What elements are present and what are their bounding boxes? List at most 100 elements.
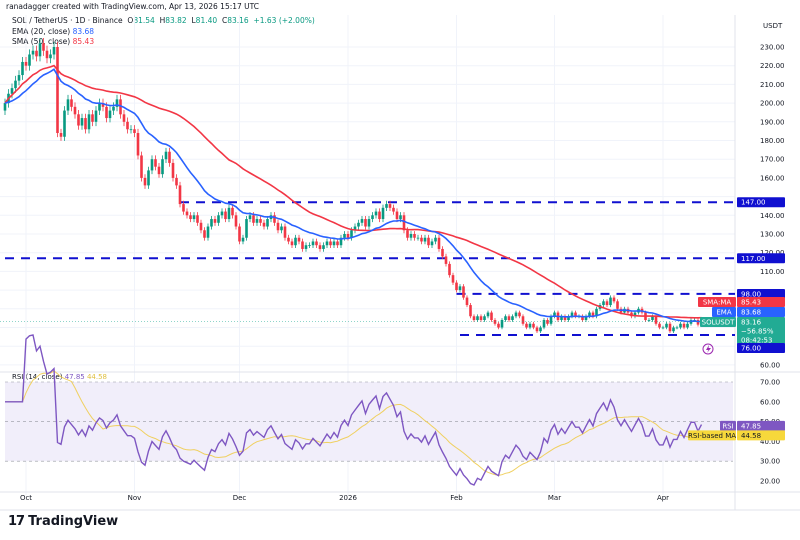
rsi-value-tag-text: 47.85 (741, 422, 761, 430)
candle-body (528, 323, 532, 328)
candle-body (539, 327, 542, 332)
candle-body (353, 226, 357, 231)
candle-body (266, 219, 269, 227)
candle-body (675, 327, 679, 329)
rsi-ma-value: 44.58 (86, 373, 108, 381)
candle-body (105, 106, 108, 119)
rsi-tick-label: 20.00 (760, 478, 780, 486)
y-tick-label: 130.00 (760, 231, 785, 239)
currency-label: USDT (763, 22, 783, 30)
candle-body (136, 133, 140, 156)
candle-body (168, 151, 171, 163)
candle-body (262, 222, 266, 227)
candle-body (339, 237, 343, 246)
candle-body (525, 323, 528, 328)
candle-body (63, 110, 66, 137)
high-label: H (159, 16, 166, 25)
candle-body (276, 222, 280, 231)
sma-name-tag-text: SMA:MA (703, 299, 732, 307)
candle-body (119, 99, 122, 115)
candle-body (402, 215, 406, 231)
candle-body (332, 241, 336, 246)
candle-body (570, 312, 574, 317)
candle-body (115, 99, 119, 107)
candle-body (80, 118, 84, 126)
level-tag-98-text: 98.00 (741, 291, 761, 299)
candle-body (38, 43, 42, 57)
candle-body (66, 99, 70, 111)
candle-body (157, 166, 161, 175)
candle-body (665, 323, 668, 328)
lightning-icon-glyph (706, 345, 711, 353)
candle-body (49, 54, 52, 59)
y-tick-label: 60.00 (760, 361, 780, 369)
candle-body (588, 312, 591, 317)
ema-legend[interactable]: EMA (20, close) 83.68 (12, 27, 94, 36)
candle-body (150, 159, 154, 171)
candle-body (248, 215, 252, 220)
candle-body (126, 121, 129, 130)
tradingview-logo[interactable]: 17 TradingView (8, 514, 118, 529)
candle-body (294, 237, 297, 246)
candle-body (462, 286, 465, 298)
candle-body (3, 103, 7, 111)
candle-body (357, 222, 360, 227)
candle-body (605, 301, 609, 306)
candle-body (493, 320, 497, 324)
candle-body (280, 226, 283, 231)
candle-body (171, 162, 175, 178)
open-label: O (127, 16, 134, 25)
level-tag-147 (737, 197, 785, 208)
candle-body (437, 237, 441, 249)
candle-body (406, 230, 409, 238)
chart-credit: ranadagger created with TradingView.com,… (6, 2, 260, 11)
ema-value: 83.68 (72, 27, 95, 36)
last-price-tag (737, 317, 785, 344)
rsi-value: 47.85 (64, 373, 85, 381)
candle-body (346, 234, 350, 238)
candle-body (325, 241, 329, 246)
candle-body (595, 308, 598, 317)
symbol-name-tag-text: SOLUSDT (702, 319, 735, 327)
tradingview-logo-icon: 17 (8, 514, 25, 529)
candle-body (336, 241, 339, 246)
rsi-ma-value-tag (737, 430, 785, 441)
candle-body (318, 245, 322, 249)
last-price-tag-text: 08:42:53 (741, 337, 772, 345)
candle-body (381, 207, 385, 220)
candle-body (395, 211, 399, 220)
rsi-name-tag-text: RSI (722, 422, 733, 430)
level-tag-98 (737, 289, 785, 299)
candle-body (203, 230, 206, 238)
candles (3, 38, 703, 333)
candle-body (413, 234, 416, 238)
candle-body (140, 155, 143, 178)
low-value: 81.40 (195, 16, 218, 25)
candle-body (535, 327, 539, 332)
candle-body (259, 219, 262, 223)
candle-body (304, 245, 308, 249)
candle-body (245, 219, 248, 238)
candle-body (654, 316, 658, 324)
candle-body (28, 54, 31, 66)
x-tick-label: Dec (233, 494, 247, 502)
candle-body (423, 237, 427, 242)
candle-body (521, 316, 525, 324)
candle-body (647, 320, 651, 321)
candle-body (98, 103, 101, 111)
candle-body (178, 185, 182, 205)
sma-legend[interactable]: SMA (50, close) 85.43 (12, 37, 94, 46)
x-tick-label: Nov (128, 494, 142, 502)
candle-body (322, 245, 325, 249)
symbol-legend[interactable]: SOL / TetherUS · 1D · Binance O81.54 H83… (12, 16, 315, 25)
candle-body (514, 312, 518, 317)
candle-body (164, 151, 168, 160)
y-tick-label: 140.00 (760, 212, 785, 220)
candle-body (696, 320, 700, 325)
candle-body (476, 316, 479, 321)
candle-body (238, 226, 241, 242)
candle-body (430, 241, 434, 246)
candle-body (143, 177, 147, 186)
candle-body (94, 110, 98, 122)
